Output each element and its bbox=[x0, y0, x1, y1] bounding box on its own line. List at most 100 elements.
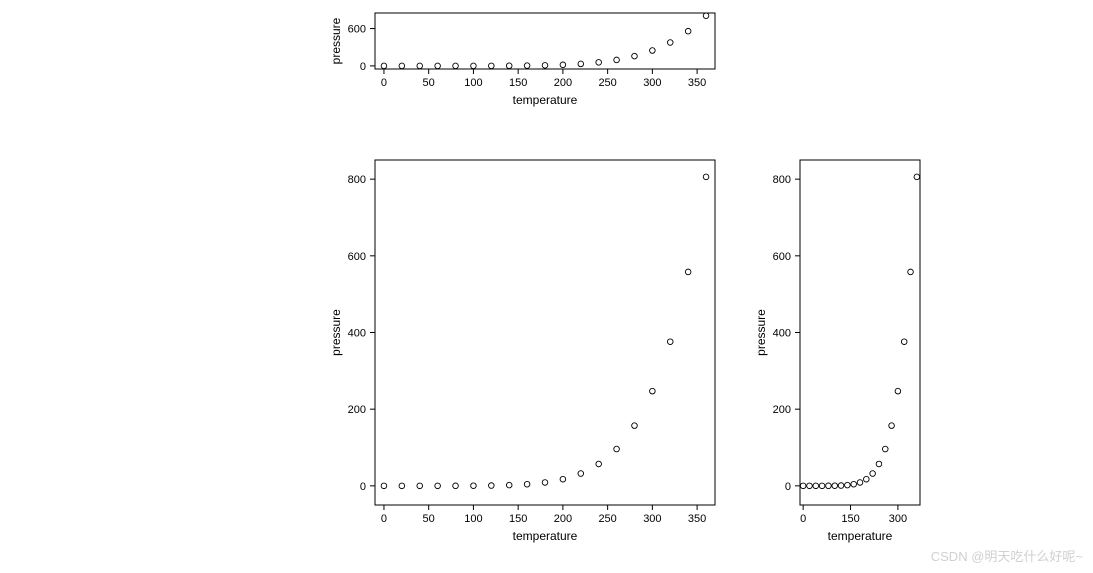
x-tick-label: 250 bbox=[598, 77, 616, 89]
data-point bbox=[857, 480, 863, 486]
y-axis-label: pressure bbox=[755, 309, 768, 356]
data-point bbox=[851, 481, 857, 487]
data-point bbox=[650, 48, 656, 54]
data-point bbox=[489, 483, 495, 489]
data-point bbox=[399, 63, 405, 69]
y-tick-label: 600 bbox=[773, 251, 791, 263]
data-point bbox=[560, 62, 566, 68]
data-point bbox=[417, 483, 423, 489]
data-point bbox=[471, 63, 477, 69]
y-tick-label: 200 bbox=[348, 404, 366, 416]
y-axis-label: pressure bbox=[330, 17, 343, 64]
y-tick-label: 200 bbox=[773, 404, 791, 416]
data-point bbox=[632, 423, 638, 429]
x-tick-label: 150 bbox=[841, 513, 859, 525]
data-point bbox=[542, 63, 548, 69]
data-point bbox=[650, 388, 656, 394]
x-tick-label: 300 bbox=[643, 513, 661, 525]
data-point bbox=[703, 174, 709, 180]
main-chart: 0 50 100 150 200 250 300 350 0 200 400 600 800 temper… bbox=[330, 155, 725, 555]
x-tick-label: 300 bbox=[889, 513, 907, 525]
watermark-text: CSDN @明天吃什么好呢~ bbox=[931, 546, 1083, 565]
data-point bbox=[524, 481, 530, 487]
data-point bbox=[435, 483, 441, 489]
right-scatter-panel: 01503000200400600800temperaturepressure bbox=[755, 155, 930, 555]
y-tick-label: 600 bbox=[348, 251, 366, 263]
data-point bbox=[807, 483, 813, 489]
x-tick-label: 150 bbox=[509, 513, 527, 525]
x-tick-label: 250 bbox=[598, 513, 616, 525]
data-point bbox=[453, 63, 459, 69]
y-tick-label: 400 bbox=[773, 328, 791, 340]
x-tick-label: 350 bbox=[688, 77, 706, 89]
data-point bbox=[895, 388, 901, 394]
x-tick-label: 200 bbox=[554, 513, 572, 525]
data-point bbox=[914, 174, 920, 180]
plot-frame bbox=[375, 13, 715, 69]
data-point bbox=[889, 423, 895, 429]
data-point bbox=[685, 269, 691, 275]
x-tick-label: 100 bbox=[464, 77, 482, 89]
data-point bbox=[800, 483, 806, 489]
data-point bbox=[832, 483, 838, 489]
data-point bbox=[819, 483, 825, 489]
x-tick-label: 0 bbox=[381, 77, 387, 89]
data-point bbox=[703, 13, 709, 19]
top-scatter-panel: 0501001502002503003500600temperaturepres… bbox=[330, 8, 725, 116]
plot-frame bbox=[800, 160, 920, 505]
data-point bbox=[399, 483, 405, 489]
x-tick-label: 50 bbox=[423, 77, 435, 89]
x-tick-label: 300 bbox=[643, 77, 661, 89]
data-point bbox=[381, 483, 387, 489]
data-point bbox=[614, 57, 620, 63]
y-tick-label: 0 bbox=[785, 481, 791, 493]
data-point bbox=[381, 63, 387, 69]
y-tick-label: 0 bbox=[360, 481, 366, 493]
x-axis-label: temperature bbox=[513, 93, 578, 107]
plot-frame bbox=[375, 160, 715, 505]
data-point bbox=[596, 60, 602, 66]
data-point bbox=[506, 482, 512, 488]
data-point bbox=[417, 63, 423, 69]
data-point bbox=[864, 476, 870, 482]
data-point bbox=[471, 483, 477, 489]
x-tick-label: 200 bbox=[554, 77, 572, 89]
x-axis-label: temperature bbox=[513, 529, 578, 543]
main-scatter-panel: 0 50 100 150 200 250 300 350 0 200 400 600 800 temper… bbox=[330, 155, 725, 555]
data-point bbox=[685, 28, 691, 34]
x-tick-label: 100 bbox=[464, 513, 482, 525]
data-point bbox=[870, 471, 876, 477]
data-point bbox=[489, 63, 495, 69]
data-point bbox=[524, 63, 530, 69]
data-point bbox=[560, 476, 566, 482]
x-tick-label: 0 bbox=[381, 513, 387, 525]
y-tick-label: 800 bbox=[773, 174, 791, 186]
data-point bbox=[845, 482, 851, 488]
data-point bbox=[596, 461, 602, 467]
x-tick-label: 350 bbox=[688, 513, 706, 525]
x-tick-label: 150 bbox=[509, 77, 527, 89]
y-axis-label: pressure bbox=[330, 309, 343, 356]
data-point bbox=[901, 339, 907, 345]
data-point bbox=[813, 483, 819, 489]
right-chart: 01503000200400600800temperaturepressure bbox=[755, 155, 930, 555]
data-point bbox=[506, 63, 512, 69]
data-point bbox=[632, 53, 638, 59]
data-point bbox=[614, 446, 620, 452]
y-tick-label: 400 bbox=[348, 328, 366, 340]
data-point bbox=[453, 483, 459, 489]
data-point bbox=[578, 471, 584, 477]
x-axis-label: temperature bbox=[828, 529, 893, 543]
top-chart: 0501001502002503003500600temperaturepres… bbox=[330, 8, 725, 116]
data-point bbox=[542, 480, 548, 486]
figure-container: 0 50 100 150 200 250 300 350 0 600 temperature pres… bbox=[0, 0, 1093, 573]
data-point bbox=[667, 339, 673, 345]
y-tick-label: 800 bbox=[348, 174, 366, 186]
data-point bbox=[908, 269, 914, 275]
data-point bbox=[667, 40, 673, 46]
data-point bbox=[826, 483, 832, 489]
x-tick-label: 50 bbox=[423, 513, 435, 525]
data-point bbox=[838, 483, 844, 489]
data-point bbox=[876, 461, 882, 467]
data-point bbox=[435, 63, 441, 69]
